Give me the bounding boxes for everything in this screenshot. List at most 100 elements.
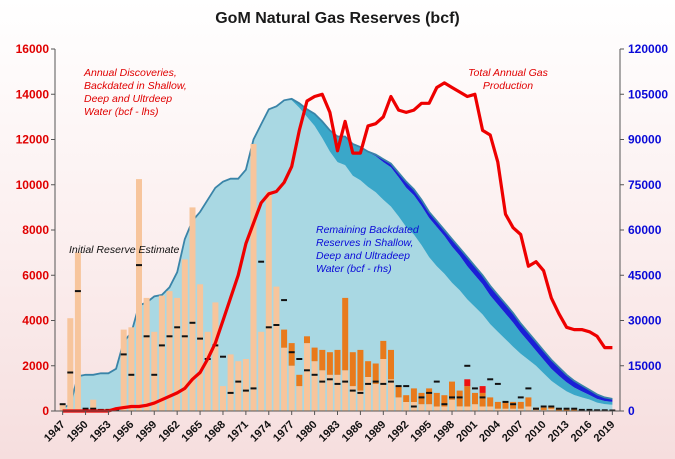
bar-shallow-1991 [395,397,402,411]
xtick-label: 1974 [248,418,274,444]
bar-shallow-1956 [128,327,135,411]
bar-shallow-1966 [204,331,211,411]
bar-shallow-2007 [517,408,524,411]
bar-deep-2005 [502,401,509,409]
xtick-label: 2007 [500,419,526,445]
annotations: Annual Discoveries,Backdated in Shallow,… [69,67,549,275]
bar-shallow-2009 [533,409,539,411]
bar-deep-1977 [288,343,295,366]
bar-deep-2002 [479,392,486,407]
bar-shallow-1992 [403,401,410,411]
bar-deep-1990 [388,349,394,380]
xtick-label: 1959 [134,419,160,445]
ytick-left-label: 14000 [16,87,50,101]
production-series-line [62,81,613,413]
annotation-discoveries-line-3: Deep and Ultrdeep [84,93,172,105]
ytick-right-label: 30000 [628,314,662,328]
bar-shallow-1959 [151,331,158,411]
production-line [62,81,613,413]
xtick-label: 1947 [42,419,68,445]
xtick-label: 1980 [294,419,320,445]
xtick-label: 1992 [386,419,412,445]
bar-deep-1993 [410,388,417,402]
xtick-label: 1986 [340,419,366,445]
bar-shallow-1985 [349,386,356,411]
annotation-production-line-2: Production [483,80,533,92]
annotation-initial-estimate-line-1: Initial Reserve Estimate [69,244,179,256]
bar-deep-1981 [319,349,326,371]
xtick-label: 2001 [454,419,480,445]
annotation-remaining-line-3: Deep and Ultradeep [316,250,410,262]
bar-deep-2007 [517,401,524,409]
bar-shallow-1977 [288,365,295,412]
bar-shallow-1978 [296,386,303,411]
annotation-remaining-line-2: Reserves in Shallow, [316,237,413,249]
bar-shallow-1998 [449,399,455,411]
bar-shallow-1964 [189,207,196,411]
xtick-label: 1956 [111,419,137,445]
bar-deep-1995 [426,388,433,405]
bar-shallow-1969 [227,354,234,411]
bar-shallow-1988 [372,383,379,411]
bar-deep-2003 [487,397,494,407]
bar-deep-1986 [357,349,364,391]
bar-shallow-1986 [357,390,364,411]
bar-shallow-1963 [181,259,188,411]
bar-deep-2004 [494,401,501,409]
bar-deep-1982 [326,352,333,375]
annotation-remaining-line-4: Water (bcf - rhs) [316,263,392,275]
bar-shallow-1951 [90,399,97,411]
bar-shallow-1958 [143,297,150,411]
xtick-label: 1965 [179,419,205,445]
xtick-label: 1950 [65,419,91,445]
bar-deep-1985 [349,352,356,387]
ytick-left-label: 6000 [22,268,49,282]
bar-shallow-2000 [464,406,471,411]
bar-shallow-1999 [456,406,463,411]
ytick-right-label: 0 [628,404,635,418]
ytick-left-label: 10000 [16,178,50,192]
ytick-left-label: 8000 [22,223,49,237]
bar-shallow-1983 [334,374,341,411]
bar-shallow-2001 [472,404,478,411]
bar-shallow-2011 [548,408,555,411]
xtick-label: 1995 [408,419,434,445]
annotation-remaining-line-1: Remaining Backdated [316,224,420,236]
ytick-right-label: 90000 [628,133,662,147]
bar-shallow-1997 [441,406,448,411]
annotation-discoveries-line-1: Annual Discoveries, [83,67,177,79]
bar-shallow-2002 [479,406,486,411]
ytick-right-label: 75000 [628,178,662,192]
xtick-label: 1971 [225,419,251,445]
bar-deep-2001 [472,392,478,405]
xtick-label: 2004 [477,418,503,444]
ytick-right-label: 105000 [628,87,668,101]
bar-shallow-1987 [365,377,372,411]
bar-shallow-1955 [120,329,127,411]
bar-shallow-1996 [433,406,440,411]
bar-shallow-1957 [136,179,142,411]
annotation-discoveries-line-4: Water (bcf - lhs) [84,106,158,118]
area-remaining-deep [62,98,613,409]
discovery-bars [59,144,616,412]
bar-deep-1976 [281,329,288,348]
bar-deep-1978 [296,374,303,387]
bar-shallow-1975 [273,286,280,411]
bar-deep-1988 [372,363,379,384]
bar-shallow-1973 [258,331,265,411]
ytick-left-label: 12000 [16,133,50,147]
bar-shallow-1949 [74,252,81,411]
bar-shallow-2008 [525,406,532,411]
bar-shallow-1984 [342,370,349,411]
bar-shallow-1967 [212,302,219,411]
ytick-right-label: 120000 [628,42,668,56]
chart-title: GoM Natural Gas Reserves (bcf) [215,10,460,27]
xtick-label: 1998 [431,419,457,445]
bar-deep-1989 [380,340,387,359]
bar-ultradeep-2000 [464,379,471,387]
bar-shallow-1995 [426,404,433,411]
xtick-label: 1983 [317,419,343,445]
bar-deep-1999 [456,390,463,407]
